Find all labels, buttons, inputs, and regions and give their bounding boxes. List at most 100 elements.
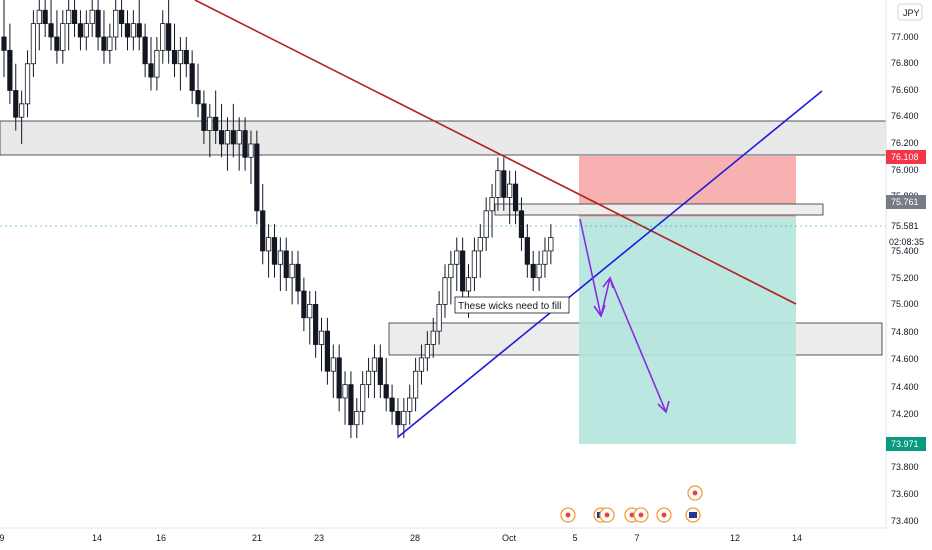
candle: [548, 224, 554, 265]
y-tick-label: 75.581: [891, 221, 919, 231]
candle: [542, 237, 548, 278]
wick-fill-zone[interactable]: [494, 203, 824, 216]
y-tick-label: 73.400: [891, 516, 919, 526]
uptrend-line[interactable]: [397, 90, 823, 438]
arrowhead-3: [657, 400, 670, 414]
candle: [483, 197, 489, 251]
candle: [383, 357, 389, 412]
candle: [66, 0, 72, 51]
candle: [71, 0, 78, 37]
candle: [365, 357, 372, 398]
candle: [1, 0, 7, 78]
zones-layer: [0, 120, 887, 444]
x-tick-label: 5: [572, 533, 577, 543]
candle: [124, 10, 131, 51]
downtrend-line[interactable]: [194, 0, 797, 305]
candle: [301, 277, 307, 332]
y-tick-label: 73.800: [891, 462, 919, 472]
candle: [430, 317, 436, 358]
y-tick-label: 76.600: [891, 85, 919, 95]
candle: [183, 37, 189, 78]
annotation-box[interactable]: These wicks need to fill: [454, 296, 570, 314]
event-marker-icon: [560, 507, 576, 523]
candle: [295, 250, 301, 305]
candle: [166, 0, 172, 64]
candle: [160, 10, 166, 64]
candle: [119, 0, 125, 37]
candle: [360, 371, 366, 425]
y-tick-label: 76.000: [891, 165, 919, 175]
event-marker-icon: [685, 507, 701, 523]
candle: [265, 224, 272, 278]
candle: [95, 0, 101, 51]
event-marker-icon: [656, 507, 672, 523]
candle: [336, 344, 342, 412]
candle: [89, 0, 95, 37]
y-tick-label: 74.600: [891, 354, 919, 364]
candle: [354, 397, 360, 439]
y-tick-label: 74.400: [891, 382, 919, 392]
arrow-leg-3: [609, 277, 667, 413]
candle: [536, 250, 542, 292]
candle: [289, 250, 295, 305]
y-tick-label: 73.600: [891, 489, 919, 499]
price-tag: 75.761: [886, 195, 926, 209]
take-profit-zone[interactable]: [579, 217, 796, 444]
candle: [277, 237, 283, 292]
candle: [524, 224, 530, 278]
arrow-leg-2: [600, 277, 611, 317]
annotation-frame: [454, 296, 570, 314]
y-tick-label: 75.000: [891, 299, 919, 309]
candle: [395, 397, 401, 439]
x-tick-label: 14: [92, 533, 102, 543]
candle: [77, 10, 84, 51]
candle: [412, 357, 419, 412]
economic-events[interactable]: [560, 485, 703, 523]
candle: [260, 184, 266, 265]
candle: [477, 224, 483, 278]
price-tag-label: 75.761: [891, 197, 919, 207]
candle: [230, 103, 236, 158]
candle: [342, 371, 348, 425]
symbol-suffix: JPY: [903, 8, 920, 18]
y-tick-label: 76.400: [891, 111, 919, 121]
candle: [407, 384, 413, 425]
candle: [60, 10, 66, 64]
candles-layer: [1, 0, 554, 439]
event-marker-icon: [687, 485, 703, 501]
candle: [154, 37, 160, 91]
candle: [242, 117, 248, 171]
y-tick-label: 77.000: [891, 32, 919, 42]
candle: [389, 384, 395, 425]
candle: [7, 23, 13, 104]
candle: [471, 237, 478, 292]
x-tick-label: 28: [410, 533, 420, 543]
candle: [489, 184, 495, 238]
price-tag-label: 73.971: [891, 439, 919, 449]
drawings-layer: These wicks need to fill: [194, 0, 823, 438]
x-tick-label: 12: [730, 533, 740, 543]
candle: [189, 50, 195, 104]
y-tick-label: 75.400: [891, 246, 919, 256]
projection-arrows[interactable]: [579, 218, 670, 414]
candle: [283, 237, 289, 292]
y-tick-label: 75.200: [891, 273, 919, 283]
resistance-zone[interactable]: [0, 120, 887, 156]
x-tick-label: 7: [634, 533, 639, 543]
candle: [248, 130, 254, 185]
candle: [236, 117, 242, 171]
candle: [201, 90, 207, 144]
symbol-badge[interactable]: JPY: [897, 3, 923, 21]
candle: [130, 10, 136, 51]
price-tag: 73.971: [886, 437, 926, 451]
candle: [195, 63, 201, 118]
price-tag: 02:08:35: [889, 237, 924, 247]
candle: [460, 237, 466, 305]
candle: [436, 291, 442, 345]
candle: [218, 103, 225, 158]
x-tick-label: 16: [156, 533, 166, 543]
time-axis[interactable]: 9 14 16 21 23 28 Oct 5 7 12 14: [0, 527, 886, 543]
candle: [213, 90, 219, 144]
candle: [107, 23, 113, 64]
